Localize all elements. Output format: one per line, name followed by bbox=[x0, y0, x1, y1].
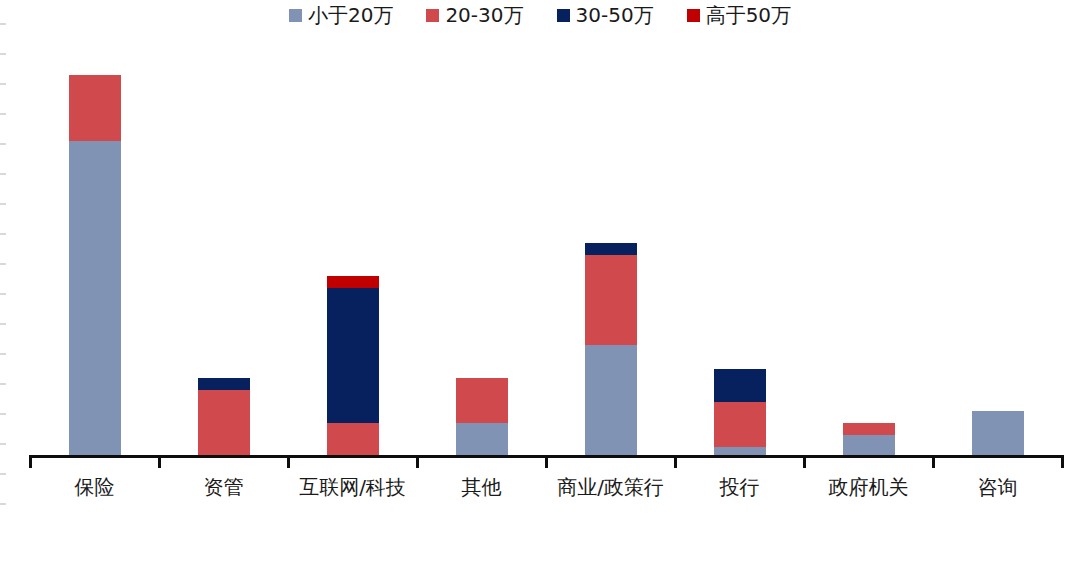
legend-item: 20-30万 bbox=[426, 4, 523, 26]
category-label: 资管 bbox=[159, 474, 288, 500]
x-axis-tick bbox=[674, 455, 677, 468]
y-axis-minor-tick bbox=[0, 293, 6, 295]
y-axis-minor-tick bbox=[0, 173, 6, 175]
y-axis-minor-tick bbox=[0, 143, 6, 145]
bar-segment bbox=[456, 378, 508, 423]
x-axis-tick bbox=[158, 455, 161, 468]
legend-label: 30-50万 bbox=[576, 4, 654, 26]
legend-swatch-icon bbox=[687, 9, 700, 22]
bar-segment bbox=[714, 402, 766, 447]
category-label: 咨询 bbox=[933, 474, 1062, 500]
legend-swatch-icon bbox=[289, 9, 302, 22]
x-axis-tick bbox=[287, 455, 290, 468]
bar-segment bbox=[327, 276, 379, 288]
legend-item: 小于20万 bbox=[289, 4, 393, 26]
category-label: 政府机关 bbox=[804, 474, 933, 500]
category-label: 其他 bbox=[417, 474, 546, 500]
bar-segment bbox=[69, 75, 121, 141]
y-axis-minor-tick bbox=[0, 83, 6, 85]
y-axis-minor-tick bbox=[0, 233, 6, 235]
y-axis-minor-tick bbox=[0, 323, 6, 325]
y-axis-minor-tick bbox=[0, 53, 6, 55]
legend-swatch-icon bbox=[557, 9, 570, 22]
bar-segment bbox=[198, 378, 250, 390]
bar-segment bbox=[327, 288, 379, 423]
y-axis-minor-tick bbox=[0, 413, 6, 415]
y-axis-minor-tick bbox=[0, 113, 6, 115]
x-axis-tick bbox=[932, 455, 935, 468]
y-axis-minor-tick bbox=[0, 473, 6, 475]
x-axis-tick bbox=[416, 455, 419, 468]
y-axis-minor-tick bbox=[0, 503, 6, 505]
bar-segment bbox=[972, 411, 1024, 456]
bar-segment bbox=[585, 243, 637, 255]
x-axis-tick bbox=[803, 455, 806, 468]
y-axis-minor-tick bbox=[0, 263, 6, 265]
legend-item: 高于50万 bbox=[687, 4, 791, 26]
category-label: 商业/政策行 bbox=[546, 474, 675, 500]
y-axis-minor-tick bbox=[0, 383, 6, 385]
y-axis-minor-tick bbox=[0, 443, 6, 445]
category-label: 互联网/科技 bbox=[288, 474, 417, 500]
legend-label: 20-30万 bbox=[445, 4, 523, 26]
bar-segment bbox=[69, 141, 121, 456]
bar-segment bbox=[198, 390, 250, 456]
bar-segment bbox=[585, 255, 637, 345]
bar-segment bbox=[714, 369, 766, 402]
x-axis-tick bbox=[1061, 455, 1064, 468]
x-axis-tick bbox=[545, 455, 548, 468]
bar-segment bbox=[843, 423, 895, 435]
y-axis-minor-tick bbox=[0, 353, 6, 355]
legend-swatch-icon bbox=[426, 9, 439, 22]
legend-label: 高于50万 bbox=[706, 4, 791, 26]
bar-segment bbox=[843, 435, 895, 456]
category-label: 投行 bbox=[675, 474, 804, 500]
bar-segment bbox=[327, 423, 379, 456]
legend-item: 30-50万 bbox=[557, 4, 654, 26]
bar-segment bbox=[585, 345, 637, 456]
stacked-bar-chart: 保险资管互联网/科技其他商业/政策行投行政府机关咨询 小于20万 20-30万 30… bbox=[0, 0, 1080, 578]
category-label: 保险 bbox=[30, 474, 159, 500]
x-axis-tick bbox=[29, 455, 32, 468]
y-axis-minor-tick bbox=[0, 203, 6, 205]
bar-segment bbox=[456, 423, 508, 456]
legend: 小于20万 20-30万 30-50万 高于50万 bbox=[0, 0, 1080, 30]
legend-label: 小于20万 bbox=[308, 4, 393, 26]
